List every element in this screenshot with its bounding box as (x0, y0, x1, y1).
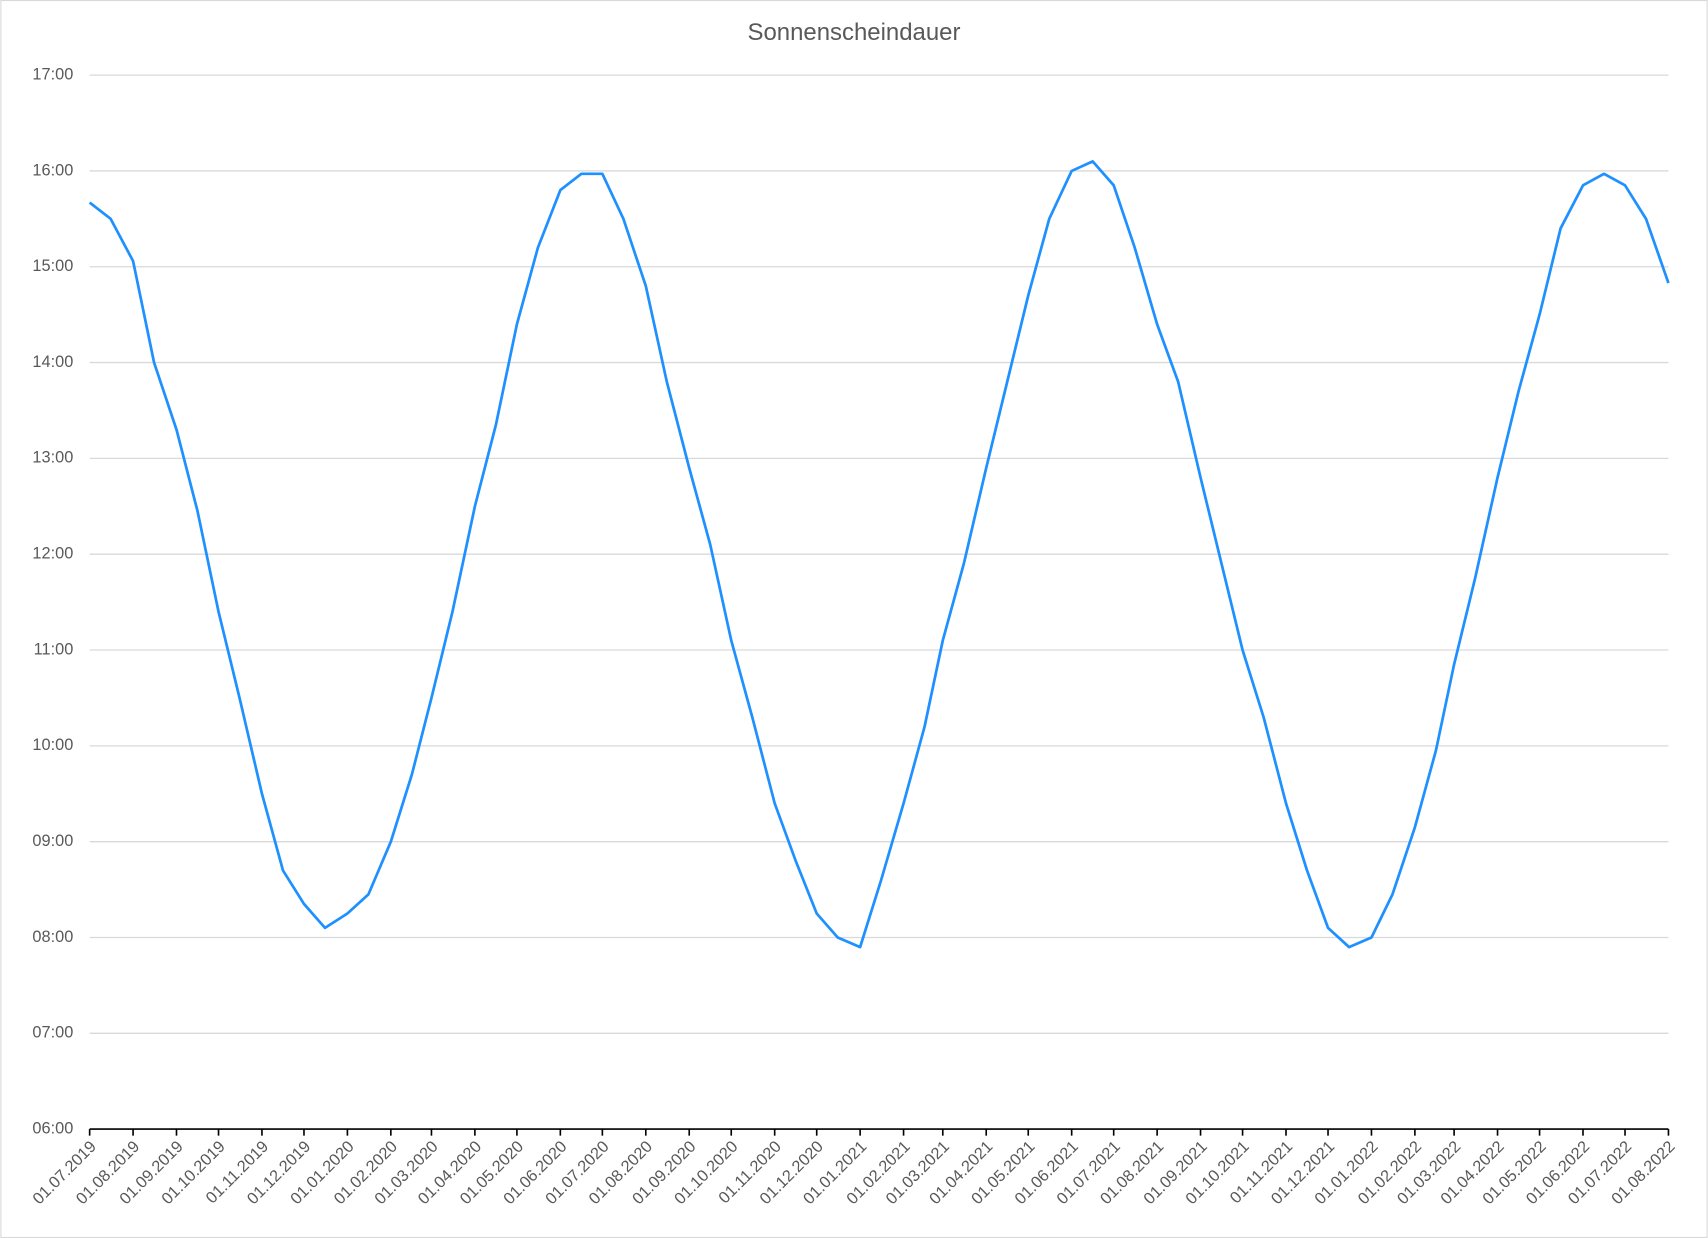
y-tick-label: 10:00 (32, 736, 73, 754)
y-tick-label: 14:00 (32, 353, 73, 371)
y-tick-label: 12:00 (32, 545, 73, 563)
chart-title: Sonnenscheindauer (748, 19, 961, 46)
data-line (88, 160, 1670, 949)
y-tick-label: 15:00 (32, 257, 73, 275)
y-tick-label: 17:00 (32, 65, 73, 83)
y-tick-label: 08:00 (32, 928, 73, 946)
y-tick-label: 13:00 (32, 449, 73, 467)
y-tick-label: 16:00 (32, 161, 73, 179)
y-tick-label: 07:00 (32, 1024, 73, 1042)
y-tick-label: 06:00 (32, 1119, 73, 1137)
y-tick-label: 11:00 (34, 640, 74, 658)
y-tick-label: 09:00 (32, 832, 73, 850)
